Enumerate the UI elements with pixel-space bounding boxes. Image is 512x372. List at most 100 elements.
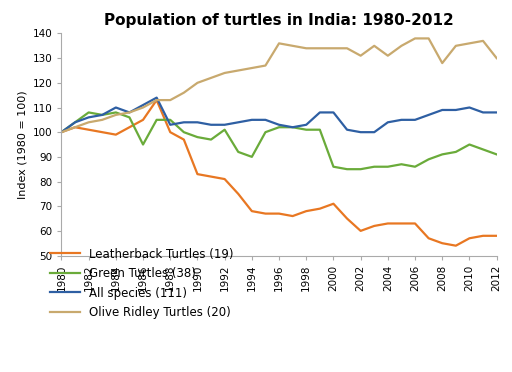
Leatherback Turtles (19) (371, 224, 377, 228)
Green Turtles (38) (154, 118, 160, 122)
Olive Ridley Turtles (20) (330, 46, 336, 51)
Green Turtles (38) (412, 164, 418, 169)
Green Turtles (38) (208, 137, 214, 142)
Olive Ridley Turtles (20) (385, 54, 391, 58)
Green Turtles (38) (330, 164, 336, 169)
Leatherback Turtles (19) (86, 128, 92, 132)
Leatherback Turtles (19) (208, 174, 214, 179)
All species (111) (86, 115, 92, 120)
Leatherback Turtles (19) (276, 211, 282, 216)
Leatherback Turtles (19) (439, 241, 445, 246)
Line: Green Turtles (38): Green Turtles (38) (61, 112, 497, 169)
Leatherback Turtles (19) (126, 125, 133, 129)
Leatherback Turtles (19) (303, 209, 309, 214)
Green Turtles (38) (466, 142, 473, 147)
All species (111) (140, 103, 146, 107)
Olive Ridley Turtles (20) (208, 76, 214, 80)
Olive Ridley Turtles (20) (357, 54, 364, 58)
Olive Ridley Turtles (20) (167, 98, 173, 102)
All species (111) (412, 118, 418, 122)
All species (111) (425, 113, 432, 117)
Olive Ridley Turtles (20) (344, 46, 350, 51)
Green Turtles (38) (276, 125, 282, 129)
Olive Ridley Turtles (20) (235, 68, 241, 73)
All species (111) (167, 122, 173, 127)
All species (111) (317, 110, 323, 115)
Olive Ridley Turtles (20) (466, 41, 473, 46)
All species (111) (262, 118, 268, 122)
Olive Ridley Turtles (20) (453, 44, 459, 48)
Green Turtles (38) (195, 135, 201, 140)
Leatherback Turtles (19) (167, 130, 173, 134)
Olive Ridley Turtles (20) (290, 44, 296, 48)
All species (111) (453, 108, 459, 112)
Leatherback Turtles (19) (290, 214, 296, 218)
Green Turtles (38) (222, 128, 228, 132)
Leatherback Turtles (19) (235, 192, 241, 196)
Leatherback Turtles (19) (453, 243, 459, 248)
Leatherback Turtles (19) (494, 234, 500, 238)
Olive Ridley Turtles (20) (494, 56, 500, 60)
Olive Ridley Turtles (20) (222, 71, 228, 75)
All species (111) (494, 110, 500, 115)
Olive Ridley Turtles (20) (113, 113, 119, 117)
Leatherback Turtles (19) (195, 172, 201, 176)
All species (111) (303, 122, 309, 127)
All species (111) (195, 120, 201, 125)
Olive Ridley Turtles (20) (195, 81, 201, 85)
Green Turtles (38) (317, 128, 323, 132)
Green Turtles (38) (86, 110, 92, 115)
Leatherback Turtles (19) (357, 229, 364, 233)
Line: Olive Ridley Turtles (20): Olive Ridley Turtles (20) (61, 38, 497, 132)
All species (111) (480, 110, 486, 115)
All species (111) (235, 120, 241, 125)
Leatherback Turtles (19) (72, 125, 78, 129)
Olive Ridley Turtles (20) (317, 46, 323, 51)
Green Turtles (38) (126, 115, 133, 120)
Leatherback Turtles (19) (398, 221, 404, 226)
Green Turtles (38) (398, 162, 404, 167)
Leatherback Turtles (19) (113, 132, 119, 137)
Leatherback Turtles (19) (466, 236, 473, 241)
All species (111) (466, 105, 473, 110)
All species (111) (330, 110, 336, 115)
Green Turtles (38) (494, 152, 500, 157)
All species (111) (181, 120, 187, 125)
Leatherback Turtles (19) (181, 137, 187, 142)
Green Turtles (38) (439, 152, 445, 157)
Green Turtles (38) (235, 150, 241, 154)
Green Turtles (38) (357, 167, 364, 171)
Leatherback Turtles (19) (480, 234, 486, 238)
Olive Ridley Turtles (20) (425, 36, 432, 41)
Title: Population of turtles in India: 1980-2012: Population of turtles in India: 1980-201… (104, 13, 454, 28)
Green Turtles (38) (453, 150, 459, 154)
Olive Ridley Turtles (20) (72, 125, 78, 129)
Green Turtles (38) (58, 130, 65, 134)
Y-axis label: Index (1980 = 100): Index (1980 = 100) (17, 90, 27, 199)
Green Turtles (38) (181, 130, 187, 134)
Olive Ridley Turtles (20) (303, 46, 309, 51)
Olive Ridley Turtles (20) (126, 110, 133, 115)
Leatherback Turtles (19) (330, 202, 336, 206)
Leatherback Turtles (19) (425, 236, 432, 241)
Leatherback Turtles (19) (222, 177, 228, 181)
Green Turtles (38) (140, 142, 146, 147)
Green Turtles (38) (480, 147, 486, 152)
Olive Ridley Turtles (20) (412, 36, 418, 41)
All species (111) (371, 130, 377, 134)
All species (111) (113, 105, 119, 110)
Legend: Leatherback Turtles (19), Green Turtles (38), All species (111), Olive Ridley Tu: Leatherback Turtles (19), Green Turtles … (47, 244, 238, 323)
Line: All species (111): All species (111) (61, 97, 497, 132)
All species (111) (385, 120, 391, 125)
All species (111) (99, 113, 105, 117)
All species (111) (208, 122, 214, 127)
All species (111) (249, 118, 255, 122)
All species (111) (276, 122, 282, 127)
Olive Ridley Turtles (20) (154, 98, 160, 102)
Green Turtles (38) (425, 157, 432, 161)
All species (111) (398, 118, 404, 122)
Olive Ridley Turtles (20) (398, 44, 404, 48)
Olive Ridley Turtles (20) (249, 66, 255, 70)
All species (111) (357, 130, 364, 134)
Green Turtles (38) (167, 118, 173, 122)
